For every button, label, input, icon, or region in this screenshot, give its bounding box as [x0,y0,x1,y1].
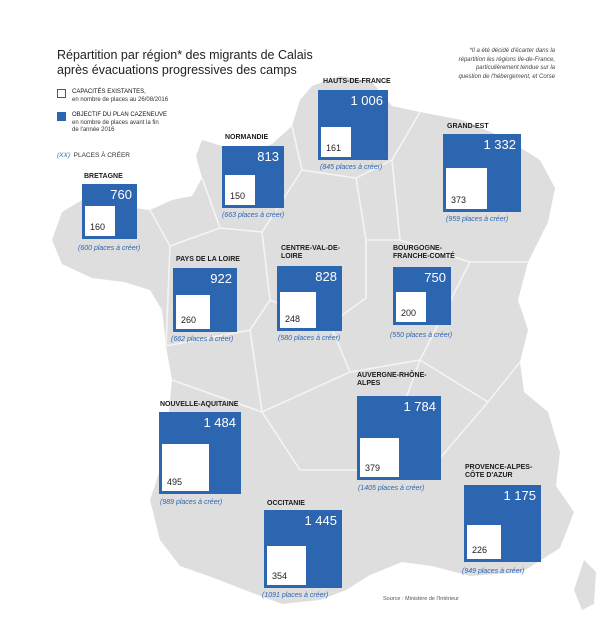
existing-value-occitanie: 354 [272,571,288,581]
region-label-normandie: NORMANDIE [225,134,269,141]
footnote: *Il a été décidé d'écarter dans la répar… [458,48,555,80]
to-create-grand-est: (959 places à créer) [446,216,509,223]
existing-value-normandie: 150 [230,191,246,201]
target-value-normandie: 813 [257,149,279,164]
region-label-centre-val-de-loire: CENTRE-VAL-DE-LOIRE [281,245,340,260]
legend-plan-swatch [57,112,66,121]
to-create-normandie: (663 places à créer) [222,212,285,219]
to-create-pays-de-la-loire: (662 places à créer) [171,336,234,343]
legend-plan-sub: en nombre de places avant la fin de l'an… [72,119,159,134]
existing-value-paca: 226 [472,545,488,555]
target-value-centre-val-de-loire: 828 [315,269,337,284]
to-create-paca: (949 places à créer) [462,568,525,575]
source: Source : Ministère de l'Intérieur [383,596,459,602]
existing-box-centre-val-de-loire: 248 [280,292,316,328]
existing-box-pays-de-la-loire: 260 [176,295,210,329]
to-create-occitanie: (1091 places à créer) [262,592,329,599]
to-create-nouvelle-aquitaine: (989 places à créer) [160,499,223,506]
target-value-occitanie: 1 445 [304,513,337,528]
legend-to-create-key: (XX) [57,152,70,159]
corsica [574,560,596,610]
existing-box-auvergne-rhone-alpes: 379 [360,438,399,477]
target-value-pays-de-la-loire: 922 [210,271,232,286]
existing-value-nouvelle-aquitaine: 495 [167,477,183,487]
region-label-paca: PROVENCE-ALPES-CÔTE D'AZUR [465,464,533,479]
existing-value-bretagne: 160 [90,222,106,232]
existing-box-normandie: 150 [225,175,255,205]
region-label-nouvelle-aquitaine: NOUVELLE-AQUITAINE [160,401,239,408]
legend-existing-sub: en nombre de places au 26/08/2016 [72,96,169,103]
to-create-bourgogne-franche-comte: (550 places à créer) [390,332,453,339]
to-create-centre-val-de-loire: (580 places à créer) [278,335,341,342]
existing-value-bourgogne-franche-comte: 200 [401,308,417,318]
existing-box-bretagne: 160 [85,206,115,236]
region-label-bourgogne-franche-comte: BOURGOGNE-FRANCHE-COMTÉ [393,245,455,260]
chart-title: Répartition par région* des migrants de … [57,48,313,77]
region-label-pays-de-la-loire: PAYS DE LA LOIRE [176,256,240,263]
region-label-auvergne-rhone-alpes: AUVERGNE-RHÔNE-ALPES [357,372,427,387]
target-value-paca: 1 175 [503,488,536,503]
existing-value-hauts-de-france: 161 [326,143,342,153]
existing-box-occitanie: 354 [267,546,306,585]
region-label-hauts-de-france: HAUTS-DE-FRANCE [323,78,391,85]
region-label-grand-est: GRAND-EST [447,123,489,130]
existing-box-nouvelle-aquitaine: 495 [162,444,209,491]
existing-value-pays-de-la-loire: 260 [181,315,197,325]
legend-plan-title: OBJECTIF DU PLAN CAZENEUVE [72,112,168,118]
region-label-occitanie: OCCITANIE [267,500,305,507]
to-create-bretagne: (600 places à créer) [78,245,141,252]
legend-to-create-label: PLACES À CRÉER [73,152,130,159]
target-box-hauts-de-france: 1 006 [318,90,388,160]
legend-existing-title: CAPACITÉS EXISTANTES, [72,89,146,95]
to-create-auvergne-rhone-alpes: (1405 places à créer) [358,485,425,492]
existing-value-centre-val-de-loire: 248 [285,314,301,324]
target-value-grand-est: 1 332 [483,137,516,152]
target-value-bourgogne-franche-comte: 750 [424,270,446,285]
to-create-hauts-de-france: (845 places à créer) [320,164,383,171]
existing-value-grand-est: 373 [451,195,467,205]
target-value-hauts-de-france: 1 006 [350,93,383,108]
target-value-auvergne-rhone-alpes: 1 784 [403,399,436,414]
region-label-bretagne: BRETAGNE [84,173,123,180]
existing-box-bourgogne-franche-comte: 200 [396,292,426,322]
existing-value-auvergne-rhone-alpes: 379 [365,463,381,473]
legend-existing-swatch [57,89,66,98]
legend-to-create: (XX) PLACES À CRÉER [57,152,130,159]
target-value-nouvelle-aquitaine: 1 484 [203,415,236,430]
target-value-bretagne: 760 [110,187,132,202]
existing-box-paca: 226 [467,525,501,559]
existing-box-hauts-de-france: 161 [321,127,351,157]
existing-box-grand-est: 373 [446,168,487,209]
